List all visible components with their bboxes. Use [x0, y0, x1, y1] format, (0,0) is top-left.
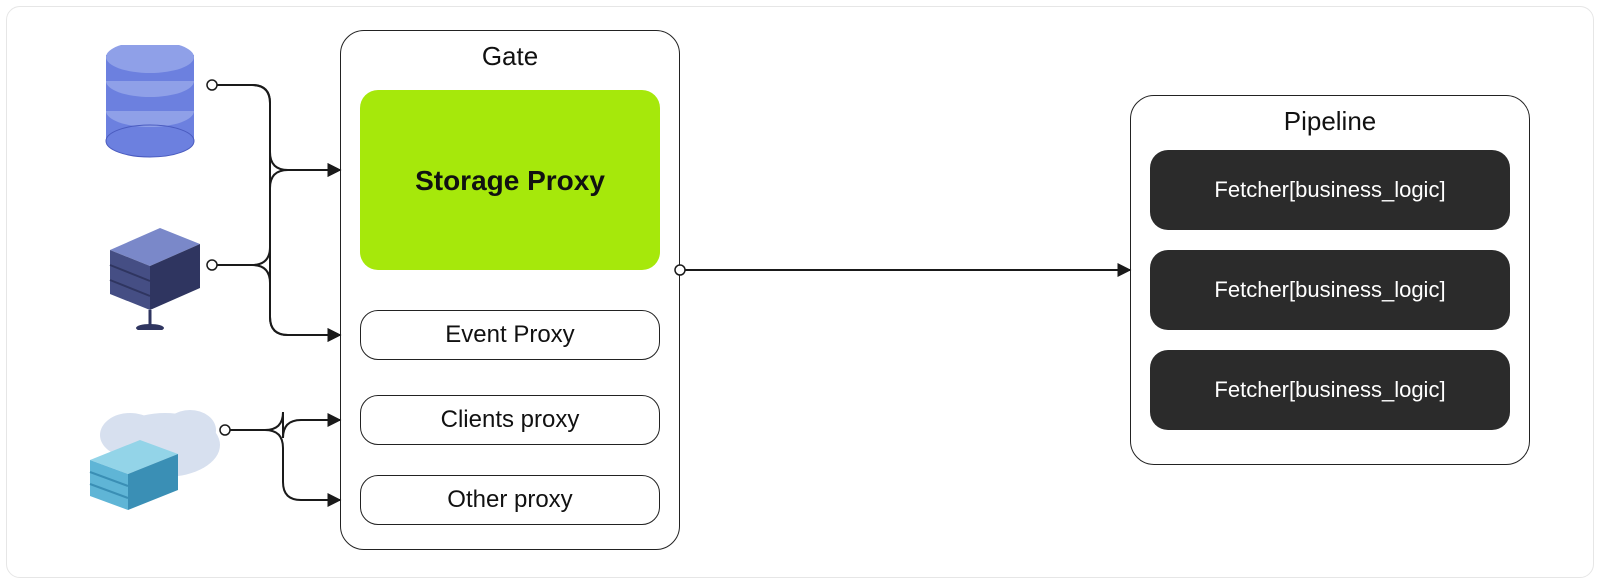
gate-box-other: Other proxy: [360, 475, 660, 525]
box-label: Storage Proxy: [415, 163, 605, 198]
gate-box-storage: Storage Proxy: [360, 90, 660, 270]
gate-box-event: Event Proxy: [360, 310, 660, 360]
pipeline-box-f2: Fetcher[business_logic]: [1150, 250, 1510, 330]
box-line2: [business_logic]: [1289, 376, 1446, 404]
box-line2: [business_logic]: [1289, 276, 1446, 304]
cloud-server-icon: [70, 390, 230, 520]
box-label: Clients proxy: [441, 405, 580, 435]
box-line1: Fetcher: [1214, 276, 1289, 304]
pipeline-title: Pipeline: [1131, 106, 1529, 137]
box-line2: [business_logic]: [1289, 176, 1446, 204]
gate-box-clients: Clients proxy: [360, 395, 660, 445]
gate-title: Gate: [341, 41, 679, 72]
database-icon: [90, 45, 210, 165]
box-line1: Fetcher: [1214, 176, 1289, 204]
server-icon: [90, 210, 210, 330]
box-label: Event Proxy: [445, 320, 574, 350]
box-line1: Fetcher: [1214, 376, 1289, 404]
box-label: Other proxy: [447, 485, 572, 515]
pipeline-box-f3: Fetcher[business_logic]: [1150, 350, 1510, 430]
pipeline-box-f1: Fetcher[business_logic]: [1150, 150, 1510, 230]
